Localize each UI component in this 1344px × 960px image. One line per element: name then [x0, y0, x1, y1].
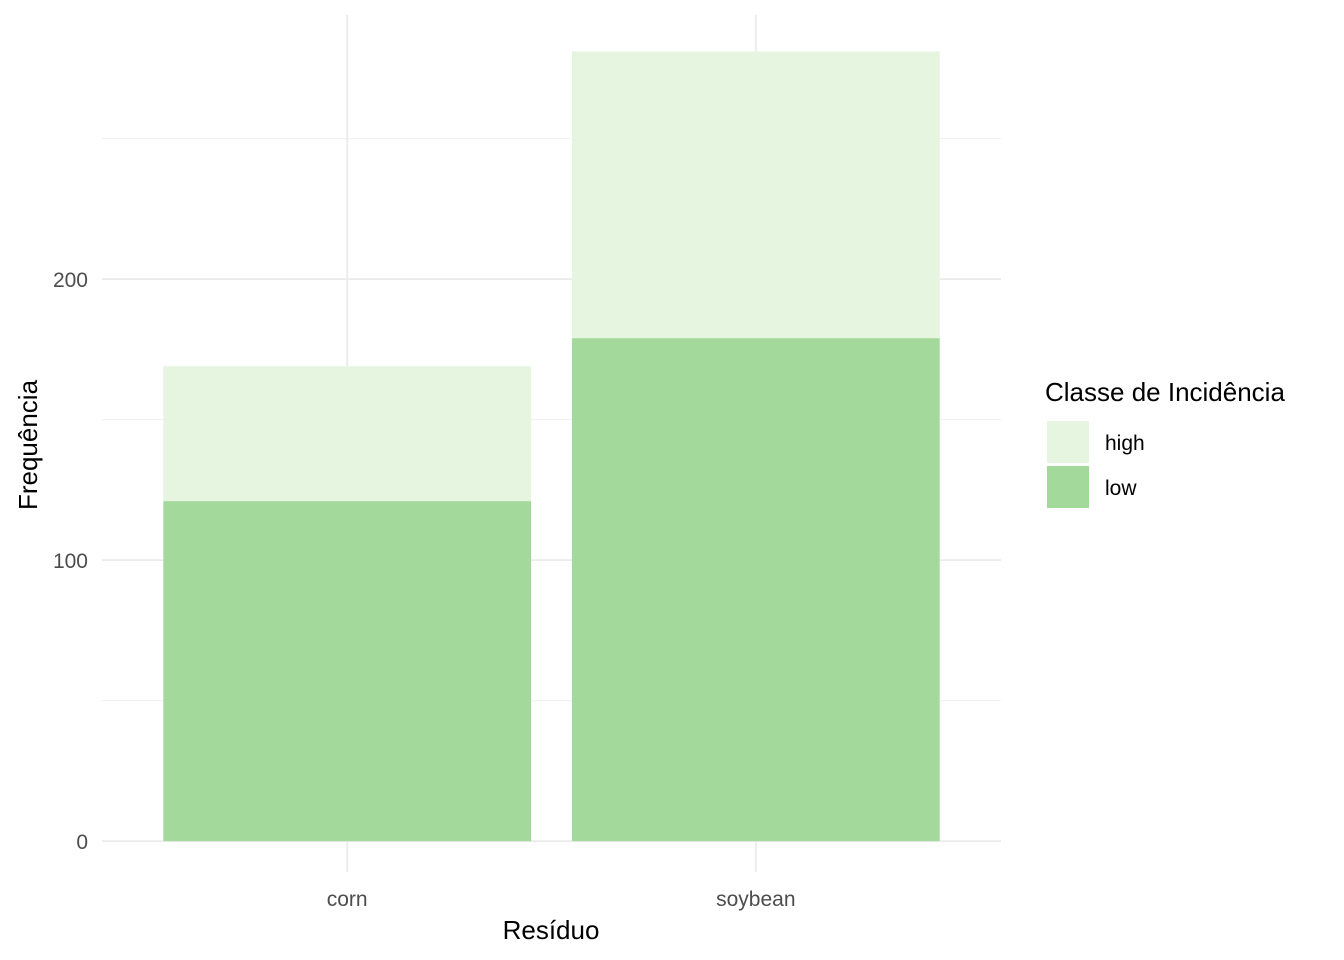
y-tick-label: 0	[76, 831, 88, 854]
legend-swatch-low	[1047, 466, 1089, 508]
legend: Classe de Incidência high low	[1045, 377, 1285, 508]
legend-items: high low	[1047, 421, 1145, 508]
x-tick-label: soybean	[716, 888, 795, 911]
y-tick-labels: 0 100 200	[53, 269, 88, 854]
legend-title: Classe de Incidência	[1045, 377, 1285, 407]
x-tick-labels: corn soybean	[327, 888, 796, 911]
legend-swatch-high	[1047, 421, 1089, 463]
legend-label-high: high	[1105, 432, 1145, 455]
y-tick-label: 100	[53, 550, 88, 573]
y-tick-label: 200	[53, 269, 88, 292]
bar-soybean-low	[571, 338, 940, 842]
legend-label-low: low	[1105, 477, 1137, 500]
y-axis-title: Frequência	[13, 379, 43, 510]
bars	[163, 51, 940, 842]
bar-corn-high	[163, 366, 532, 502]
bar-soybean-high	[571, 51, 940, 339]
x-tick-label: corn	[327, 888, 368, 911]
bar-corn-low	[163, 501, 532, 842]
x-axis-title: Resíduo	[503, 915, 600, 945]
